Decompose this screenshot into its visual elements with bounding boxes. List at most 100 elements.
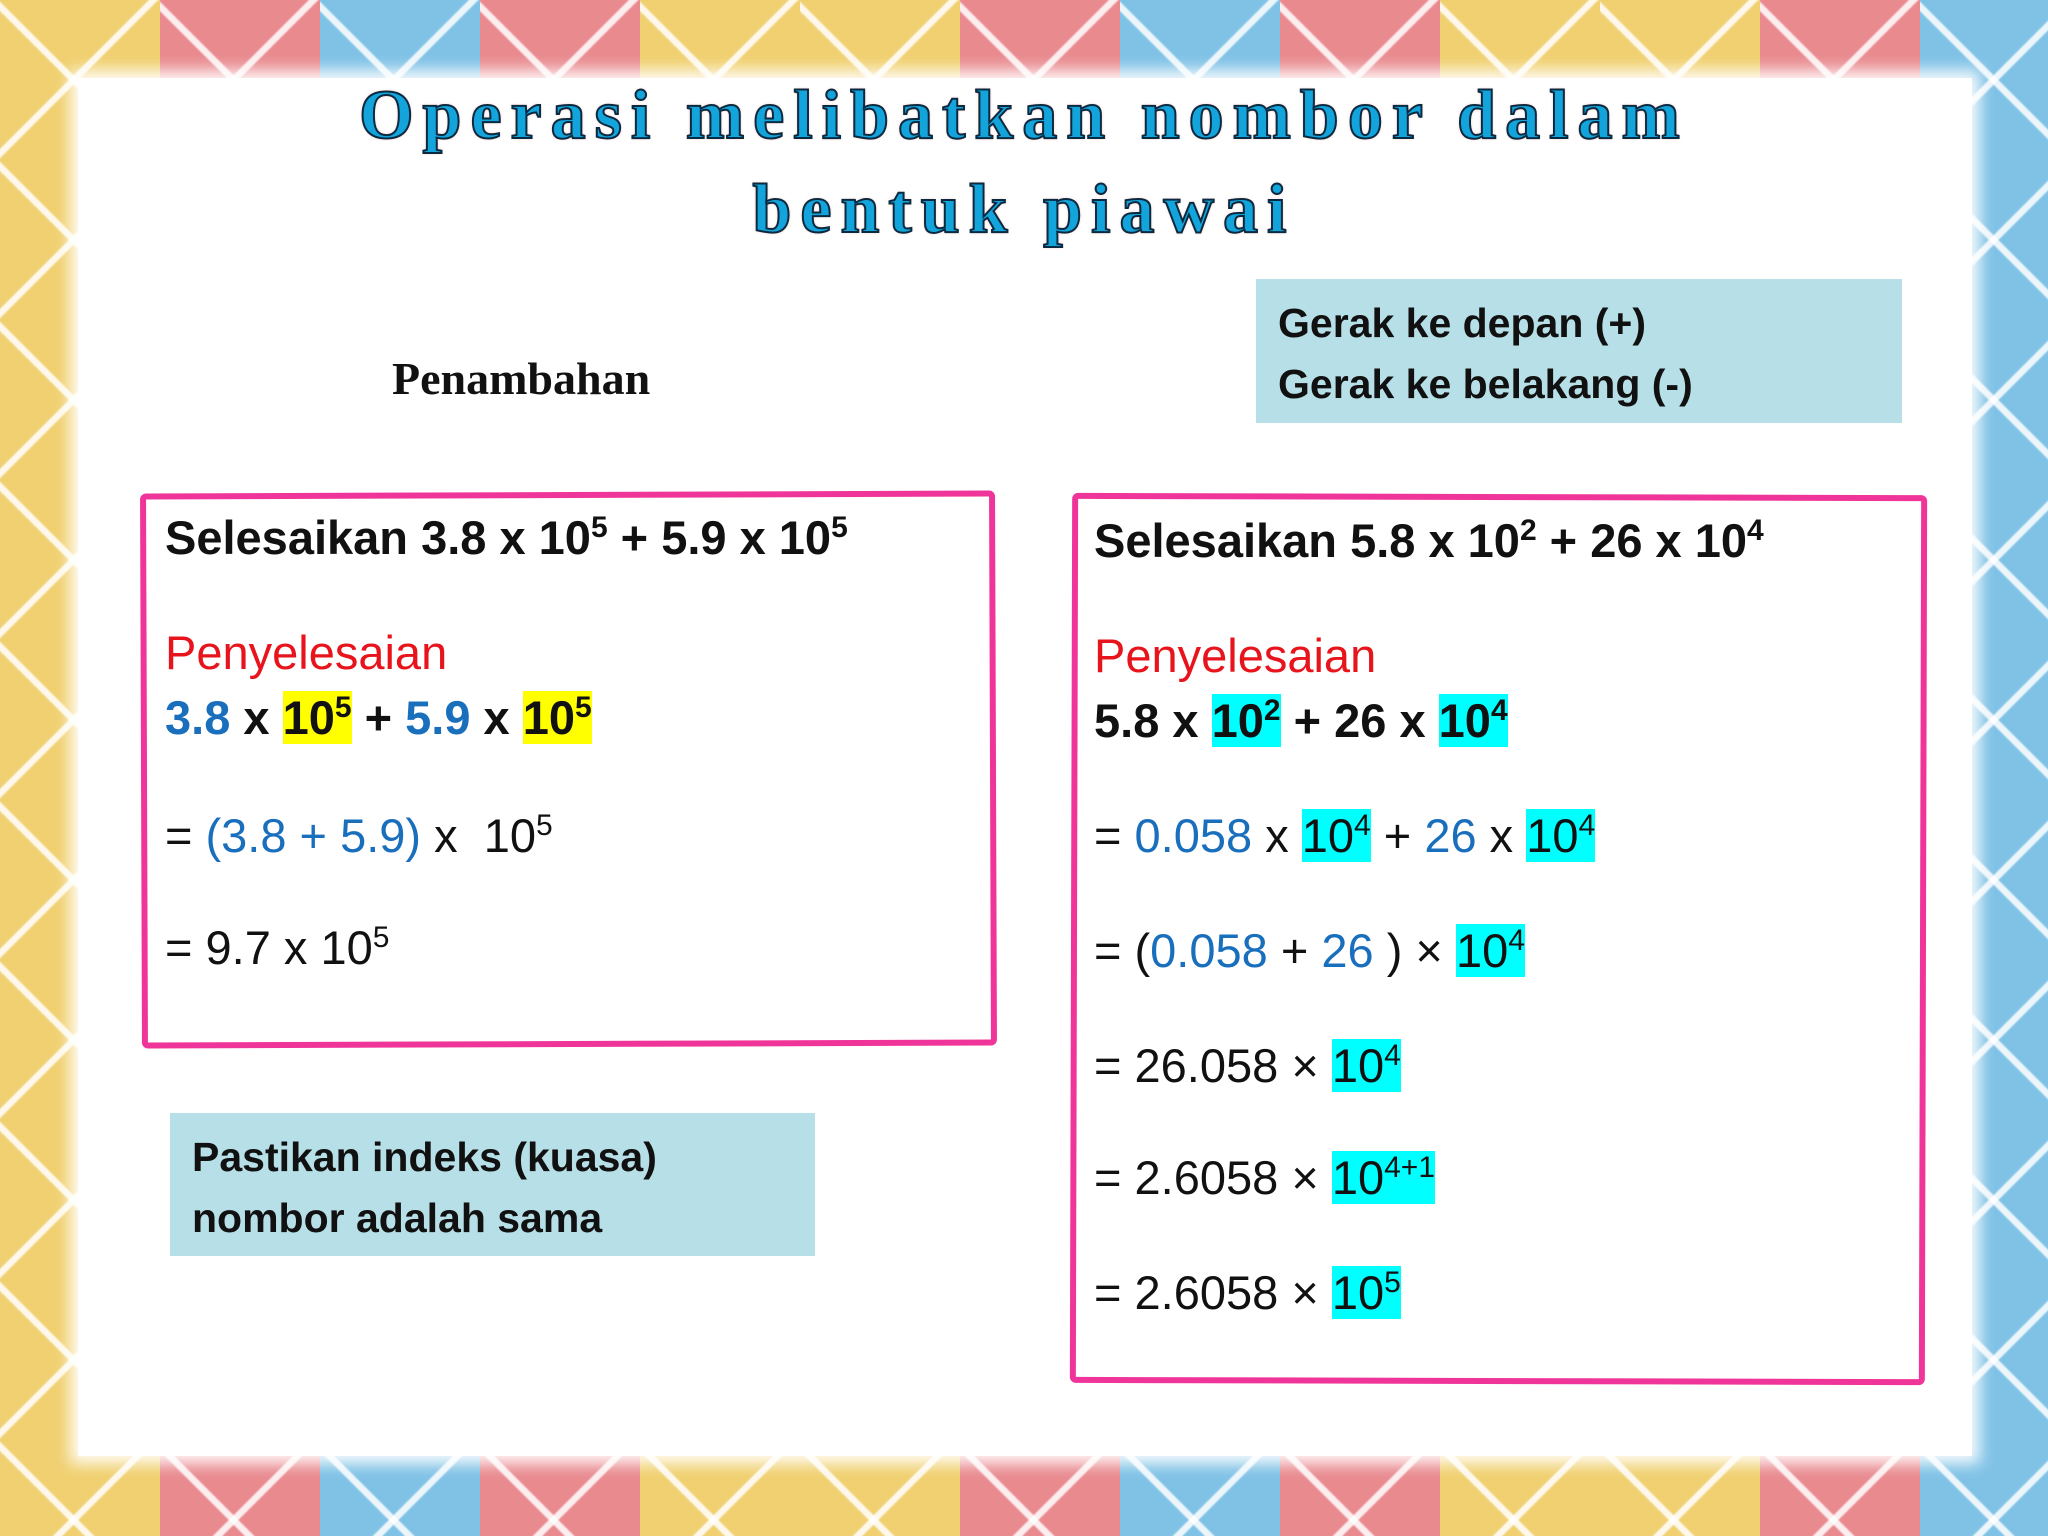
- expression-base: Selesaikan 3.8 x 10: [165, 511, 591, 564]
- expression-base: Penyelesaian: [1094, 629, 1377, 682]
- expression-base: 10: [1455, 924, 1509, 977]
- expression-text: x: [230, 691, 282, 744]
- expression-text: ) ×: [1374, 924, 1456, 977]
- power-of-ten: x 105: [421, 809, 553, 862]
- exponent: 4+1: [1384, 1151, 1435, 1184]
- expression-base: 10: [1331, 1266, 1385, 1319]
- expression-base: 0.058: [1134, 809, 1253, 862]
- expression-base: +: [351, 691, 406, 744]
- expression-base: =: [1094, 809, 1135, 862]
- expression-text: = 26.058 ×: [1094, 1039, 1332, 1092]
- exponent: 5: [536, 809, 553, 842]
- expression-base: ) ×: [1373, 924, 1456, 977]
- power-of-ten: Selesaikan 3.8 x 105: [165, 511, 608, 564]
- exponent: 5: [334, 691, 352, 724]
- expression-text: x: [471, 691, 523, 744]
- expression-base: + 26 x: [1280, 694, 1439, 747]
- direction-note-backward: Gerak ke belakang (-): [1278, 361, 1693, 407]
- expression-base: x: [1476, 809, 1527, 862]
- expression-text: 3.8: [165, 691, 230, 744]
- power-of-ten: 104+1: [1331, 1151, 1435, 1204]
- expression-text: 26: [1321, 924, 1373, 977]
- expression-base: 26: [1321, 924, 1374, 977]
- right-step-line: = 2.6058 × 104+1: [1094, 1150, 1435, 1205]
- expression-text: + 26 x: [1281, 694, 1439, 747]
- expression-base: + 26 x 10: [1536, 514, 1748, 567]
- right-step-line: Selesaikan 5.8 x 102 + 26 x 104: [1094, 513, 1764, 568]
- power-of-ten: + 5.9 x 105: [608, 511, 848, 564]
- power-of-ten: 104: [1301, 809, 1371, 862]
- expression-base: +: [1267, 924, 1322, 977]
- slide-title-line-1: Operasi melibatkan nombor dalam: [358, 76, 1689, 155]
- right-step-line: = 2.6058 × 105: [1094, 1265, 1401, 1320]
- power-of-ten: 104: [1438, 694, 1508, 747]
- right-step-line: = 0.058 x 104 + 26 x 104: [1094, 808, 1596, 863]
- exponent: 4: [1508, 924, 1525, 957]
- power-of-ten: 104: [1331, 1039, 1401, 1092]
- exponent: 2: [1519, 514, 1537, 547]
- expression-text: (3.8 + 5.9): [206, 809, 422, 862]
- expression-base: x: [470, 691, 523, 744]
- exponent: 5: [575, 691, 592, 724]
- expression-base: 10: [1331, 1151, 1385, 1204]
- slide-title-line-2: bentuk piawai: [752, 170, 1296, 249]
- power-of-ten: 102: [1211, 694, 1281, 747]
- expression-base: (3.8 + 5.9): [205, 809, 422, 862]
- expression-base: 10: [1331, 1039, 1385, 1092]
- right-step-line: Penyelesaian: [1094, 628, 1376, 683]
- expression-text: = (: [1094, 924, 1150, 977]
- expression-base: = 2.6058 ×: [1094, 1266, 1332, 1319]
- exponent: 5: [1384, 1266, 1401, 1299]
- power-of-ten: + 26 x 104: [1537, 514, 1764, 567]
- expression-base: = 2.6058 ×: [1094, 1151, 1332, 1204]
- expression-text: +: [1268, 924, 1322, 977]
- expression-base: 10: [282, 691, 335, 744]
- right-step-line: 5.8 x 102 + 26 x 104: [1094, 693, 1508, 748]
- exponent: 5: [831, 511, 848, 544]
- expression-text: +: [352, 691, 406, 744]
- exponent: 4: [1747, 514, 1764, 547]
- index-note-line-1: Pastikan indeks (kuasa): [192, 1134, 657, 1180]
- expression-text: 5.9: [405, 691, 470, 744]
- expression-text: Penyelesaian: [165, 626, 447, 679]
- expression-base: +: [1370, 809, 1425, 862]
- left-step-line: 3.8 x 105 + 5.9 x 105: [165, 690, 592, 745]
- exponent: 5: [372, 921, 390, 954]
- expression-text: = 2.6058 ×: [1094, 1266, 1332, 1319]
- expression-base: = (: [1094, 924, 1151, 977]
- power-of-ten: 105: [522, 691, 592, 744]
- expression-base: = 9.7 x 10: [165, 921, 373, 974]
- expression-base: x 10: [421, 809, 537, 862]
- expression-text: 0.058: [1150, 924, 1268, 977]
- exponent: 4: [1578, 809, 1596, 842]
- left-step-line: Penyelesaian: [165, 625, 447, 680]
- power-of-ten: = 9.7 x 105: [165, 921, 389, 974]
- direction-note: Gerak ke depan (+) Gerak ke belakang (-): [1256, 279, 1902, 423]
- index-note-line-2: nombor adalah sama: [192, 1195, 603, 1241]
- expression-base: Selesaikan 5.8 x 10: [1094, 514, 1520, 567]
- exponent: 4: [1354, 809, 1371, 842]
- exponent: 4: [1490, 694, 1508, 727]
- exponent: 5: [590, 511, 608, 544]
- expression-text: 5.8 x: [1094, 694, 1212, 747]
- expression-base: 10: [522, 691, 576, 744]
- expression-base: 10: [1211, 694, 1264, 747]
- expression-base: 10: [1301, 809, 1355, 862]
- expression-text: = 2.6058 ×: [1094, 1151, 1332, 1204]
- index-note: Pastikan indeks (kuasa) nombor adalah sa…: [170, 1113, 815, 1256]
- expression-base: =: [165, 809, 206, 862]
- expression-base: 0.058: [1150, 924, 1268, 977]
- left-step-line: Selesaikan 3.8 x 105 + 5.9 x 105: [165, 510, 848, 565]
- right-step-line: = 26.058 × 104: [1094, 1038, 1401, 1093]
- power-of-ten: 105: [282, 691, 352, 744]
- expression-text: Penyelesaian: [1094, 629, 1376, 682]
- expression-text: =: [165, 809, 206, 862]
- expression-text: 0.058: [1135, 809, 1253, 862]
- power-of-ten: 104: [1526, 809, 1596, 862]
- right-step-line: = (0.058 + 26 ) × 104: [1094, 923, 1525, 978]
- power-of-ten: Selesaikan 5.8 x 102: [1094, 514, 1537, 567]
- expression-base: 10: [1438, 694, 1491, 747]
- expression-base: 26: [1424, 809, 1477, 862]
- expression-base: 5.8 x: [1094, 694, 1212, 747]
- expression-text: +: [1371, 809, 1425, 862]
